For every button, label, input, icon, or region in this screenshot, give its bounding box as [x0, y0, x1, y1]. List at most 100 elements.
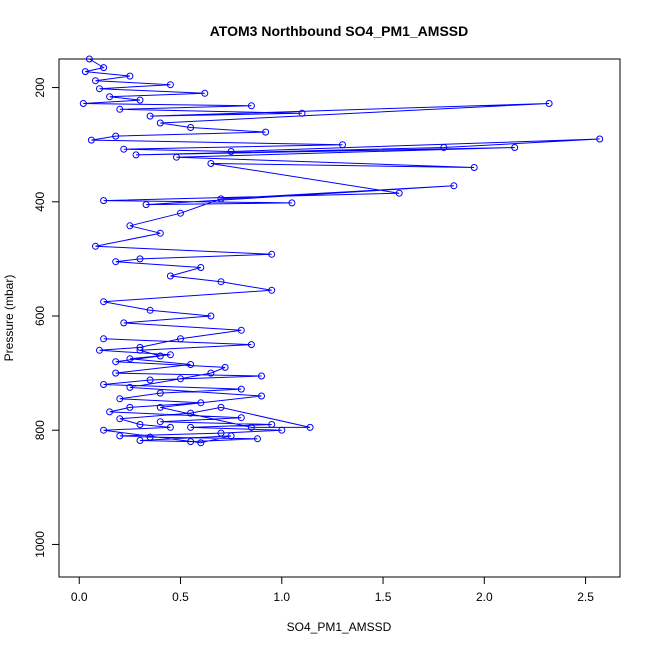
data-point	[136, 421, 144, 428]
data-point	[258, 392, 265, 400]
data-point	[207, 312, 215, 320]
data-point	[126, 383, 134, 391]
data-point	[156, 418, 164, 426]
data-point	[136, 255, 144, 263]
data-point	[217, 403, 225, 411]
data-point	[136, 343, 144, 351]
data-point	[100, 426, 108, 434]
data-point	[92, 242, 99, 250]
data-point	[142, 201, 150, 209]
data-point	[306, 423, 314, 431]
y-tick-label: 400	[33, 191, 47, 211]
data-point	[112, 258, 120, 266]
series-layer	[79, 55, 604, 447]
data-point	[81, 68, 89, 76]
data-point	[268, 286, 276, 294]
data-point	[258, 372, 265, 380]
data-point	[146, 433, 154, 441]
x-tick-label: 2.5	[577, 590, 594, 604]
data-point	[87, 136, 95, 144]
data-point	[136, 96, 144, 104]
data-point	[146, 112, 154, 120]
data-point	[187, 409, 195, 417]
x-tick-label: 2.0	[476, 590, 493, 604]
data-point	[96, 346, 103, 354]
data-point	[247, 341, 255, 349]
data-point	[596, 135, 604, 143]
data-point	[268, 421, 276, 428]
data-point	[237, 326, 245, 334]
data-point	[339, 141, 346, 149]
data-point	[187, 423, 195, 431]
data-point	[197, 264, 205, 271]
y-tick-label: 800	[33, 420, 47, 440]
data-point	[187, 438, 195, 446]
data-point	[207, 160, 215, 167]
data-point	[247, 102, 255, 110]
data-point	[298, 109, 306, 117]
chart-title: ATOM3 Northbound SO4_PM1_AMSSD	[210, 23, 469, 39]
y-axis: 200 400 600 800 1000	[33, 77, 60, 558]
data-point	[126, 403, 134, 411]
data-point	[221, 363, 229, 371]
data-point	[217, 429, 225, 437]
data-point	[156, 229, 164, 237]
data-point	[187, 361, 195, 368]
data-point	[112, 369, 120, 377]
data-point	[470, 164, 478, 171]
series-line	[83, 58, 600, 444]
data-point	[120, 145, 128, 153]
x-tick-label: 1.5	[375, 590, 392, 604]
data-point	[112, 132, 120, 140]
data-point	[177, 375, 184, 383]
data-point	[96, 85, 103, 93]
data-point	[92, 77, 99, 85]
data-point	[262, 128, 270, 136]
data-point	[116, 105, 124, 113]
data-point	[156, 389, 164, 397]
data-point	[268, 250, 276, 258]
data-point	[278, 426, 286, 434]
data-point	[116, 395, 124, 403]
data-point	[136, 437, 144, 444]
data-point	[177, 209, 184, 217]
data-point	[440, 144, 448, 151]
data-point	[120, 319, 128, 327]
data-point	[112, 358, 120, 366]
data-point	[545, 100, 553, 107]
data-point	[207, 369, 215, 377]
y-tick-label: 1000	[33, 531, 47, 558]
data-point	[166, 272, 174, 280]
data-point	[106, 93, 114, 101]
data-point	[254, 435, 261, 443]
x-axis-label: SO4_PM1_AMSSD	[287, 620, 392, 634]
data-point	[126, 222, 134, 230]
data-point	[166, 351, 174, 359]
x-tick-label: 0.0	[71, 590, 88, 604]
data-point	[100, 298, 108, 306]
data-point	[288, 199, 296, 207]
data-point	[227, 432, 235, 440]
x-tick-label: 1.0	[273, 590, 290, 604]
data-point	[173, 153, 180, 161]
data-point	[100, 335, 108, 343]
data-point	[217, 195, 225, 203]
y-tick-label: 200	[33, 77, 47, 97]
data-point	[187, 124, 195, 131]
data-point	[79, 100, 87, 107]
data-point	[177, 335, 184, 343]
y-tick-label: 600	[33, 306, 47, 326]
data-point	[166, 423, 174, 431]
x-tick-label: 0.5	[172, 590, 189, 604]
data-point	[116, 432, 124, 440]
data-point	[227, 148, 235, 155]
data-point	[106, 408, 114, 416]
data-point	[136, 346, 144, 354]
data-point	[197, 439, 205, 447]
data-point	[116, 415, 124, 423]
data-point	[126, 72, 134, 80]
data-point	[166, 81, 174, 89]
data-point	[197, 399, 205, 407]
data-point	[156, 352, 164, 360]
